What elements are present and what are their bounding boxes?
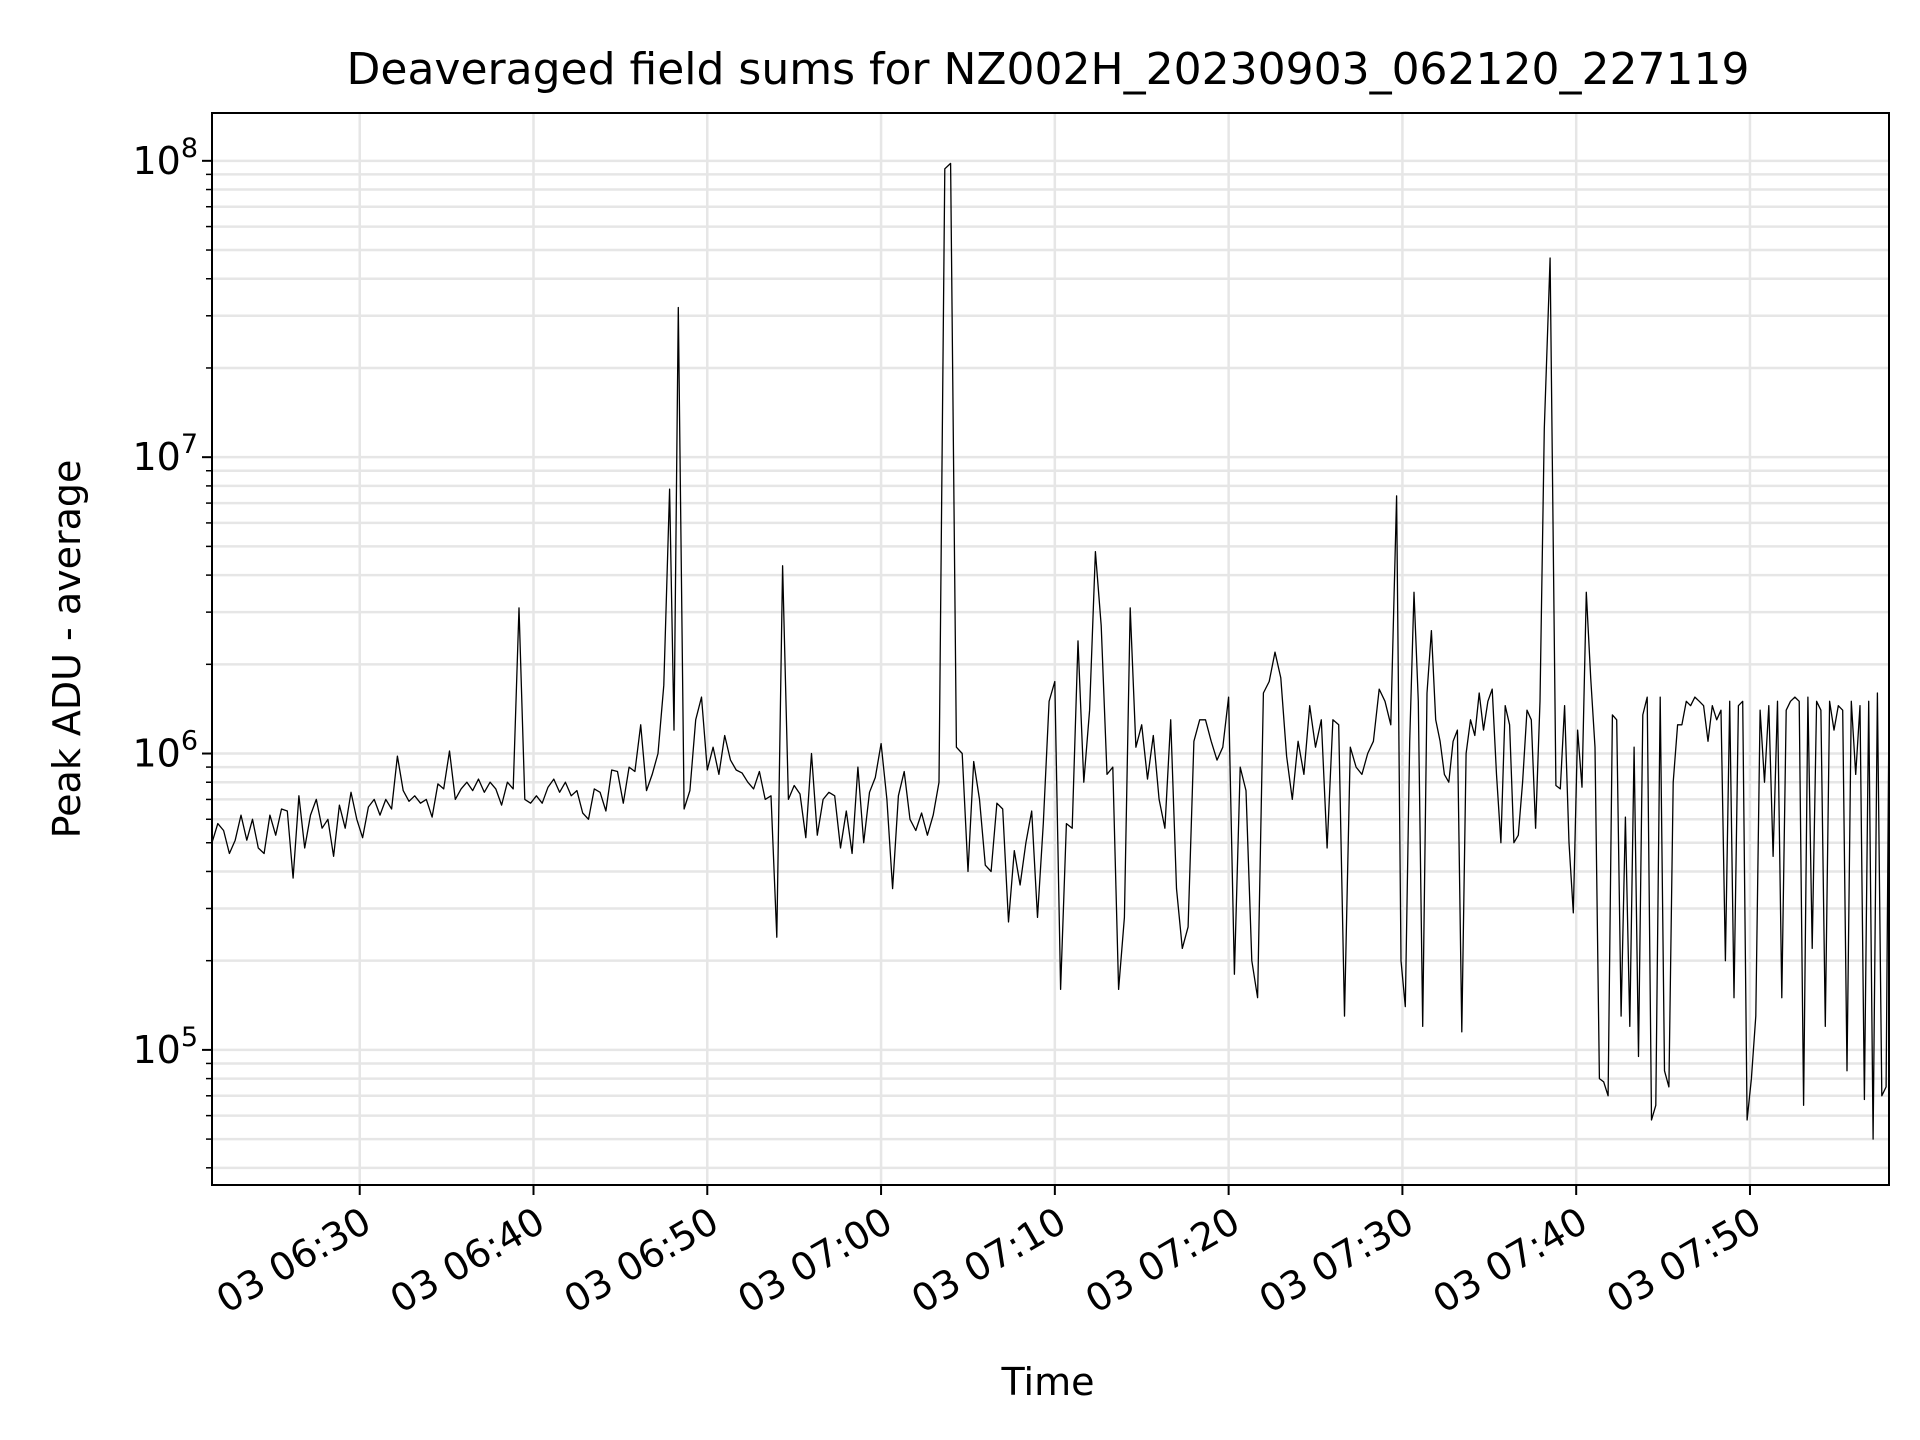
y-tick-label-base: 10 <box>132 732 180 776</box>
y-tick-label-base: 10 <box>132 1028 180 1072</box>
plot-frame <box>211 112 1890 1186</box>
chart-title: Deaveraged field sums for NZ002H_2023090… <box>347 44 1750 95</box>
y-tick-label-base: 10 <box>132 435 180 479</box>
grid <box>212 113 1889 1185</box>
y-tick-label: 106 <box>132 726 198 776</box>
y-tick-label-exponent: 5 <box>181 1022 198 1053</box>
y-tick-label-exponent: 7 <box>181 429 198 460</box>
y-tick-label: 108 <box>132 133 198 183</box>
plot-area <box>211 162 1890 1140</box>
y-tick-label: 105 <box>132 1022 198 1072</box>
y-tick-label-exponent: 8 <box>181 133 198 164</box>
series-line <box>211 162 1890 1140</box>
y-tick-label-base: 10 <box>132 139 180 183</box>
y-tick-label-exponent: 6 <box>181 726 198 757</box>
y-axis-label: Peak ADU - average <box>45 460 89 839</box>
x-axis-label: Time <box>1001 1360 1095 1404</box>
y-tick-label: 107 <box>132 429 198 479</box>
